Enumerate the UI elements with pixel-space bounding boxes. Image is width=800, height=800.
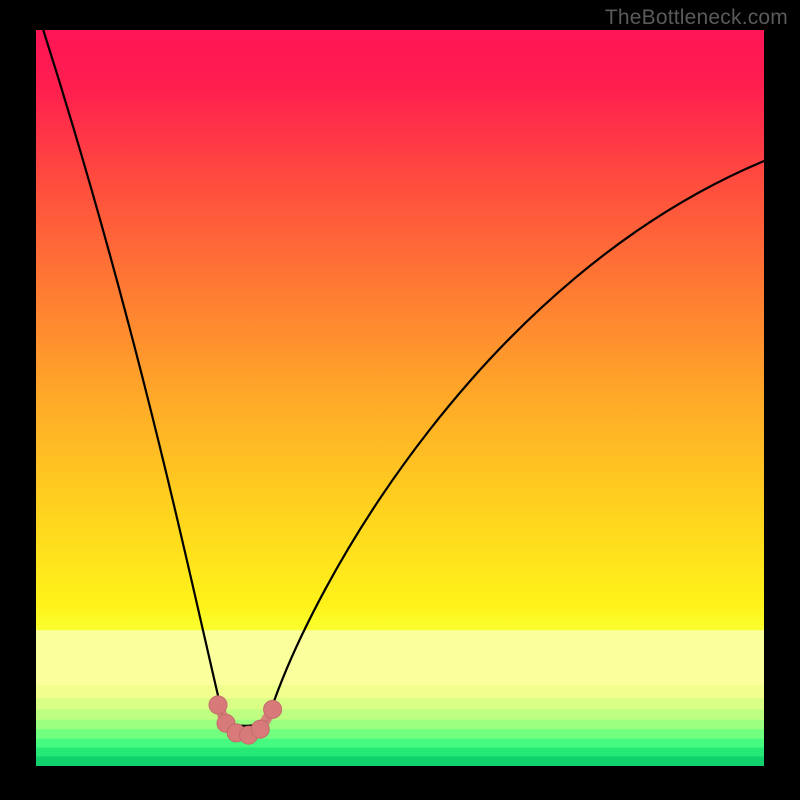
marker-dot — [264, 700, 282, 718]
plot-area — [36, 30, 764, 766]
watermark-text: TheBottleneck.com — [605, 6, 788, 30]
marker-dot — [251, 720, 269, 738]
bottleneck-curve — [36, 30, 764, 766]
marker-dot — [209, 696, 227, 714]
